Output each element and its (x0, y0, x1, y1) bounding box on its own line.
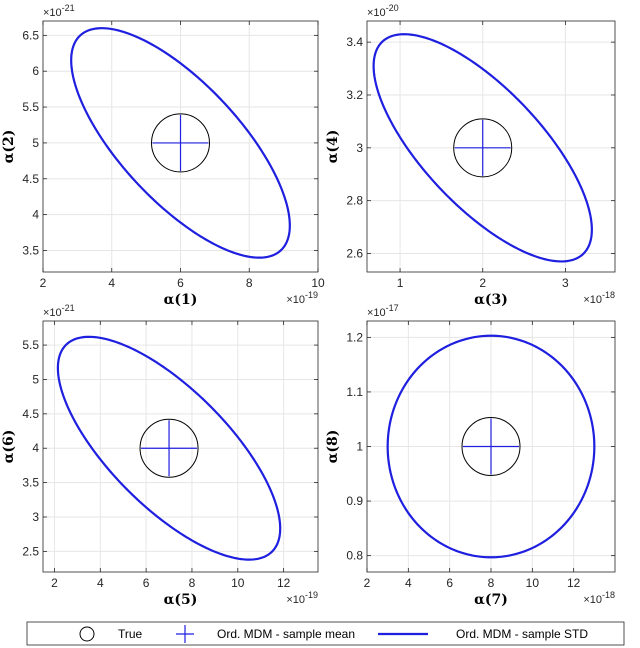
y-axis-label: α(2) (1, 130, 17, 164)
x-tick-label: 6 (143, 576, 150, 590)
y-tick-label: 3 (356, 141, 363, 155)
x-tick-label: 2 (40, 276, 47, 290)
y-axis-label: α(6) (1, 430, 17, 464)
x-exponent-label: ×10-18 (583, 290, 615, 306)
x-tick-label: 12 (567, 576, 581, 590)
y-tick-label: 6.5 (22, 28, 39, 42)
x-tick-label: 1 (397, 276, 404, 290)
legend-label-mean: Ord. MDM - sample mean (217, 627, 355, 641)
y-tick-label: 4 (32, 208, 39, 222)
x-tick-label: 4 (97, 576, 104, 590)
x-tick-label: 2 (479, 276, 486, 290)
y-tick-label: 1.2 (346, 330, 363, 344)
y-tick-label: 4.5 (22, 172, 39, 186)
x-tick-label: 10 (311, 276, 325, 290)
y-tick-label: 3.2 (346, 88, 363, 102)
sample-std-ellipse (56, 335, 282, 561)
x-exponent-label: ×10-19 (286, 290, 318, 306)
true-value-marker (461, 417, 521, 476)
y-tick-label: 4.5 (22, 407, 39, 421)
y-tick-label: 2.5 (22, 544, 39, 558)
x-tick-label: 10 (231, 576, 245, 590)
y-tick-label: 5 (32, 136, 39, 150)
x-tick-label: 10 (526, 576, 540, 590)
x-tick-label: 2 (364, 576, 371, 590)
x-exponent-label: ×10-18 (583, 590, 615, 606)
legend: True Ord. MDM - sample mean Ord. MDM - sam… (26, 621, 625, 646)
x-tick-label: 8 (246, 276, 253, 290)
y-tick-label: 0.8 (346, 549, 363, 563)
x-axis-label: α(3) (474, 292, 508, 308)
legend-box (26, 621, 625, 646)
y-axis-label: α(4) (325, 130, 341, 164)
legend-label-std: Ord. MDM - sample STD (456, 627, 588, 641)
y-exponent-label: ×10-20 (367, 3, 399, 19)
x-axis-label: α(7) (474, 592, 508, 608)
y-tick-label: 2.8 (346, 194, 363, 208)
x-tick-label: 4 (108, 276, 115, 290)
y-axis-label: α(8) (325, 430, 341, 464)
true-value-marker (151, 113, 210, 173)
y-exponent-label: ×10-17 (367, 303, 399, 319)
y-tick-label: 5 (32, 372, 39, 386)
y-tick-label: 6 (32, 64, 39, 78)
y-tick-label: 3.4 (346, 35, 363, 49)
y-tick-label: 3.5 (22, 476, 39, 490)
true-value-marker (139, 418, 199, 478)
y-tick-label: 3.5 (22, 243, 39, 257)
true-value-marker (453, 118, 513, 178)
y-exponent-label: ×10-21 (43, 303, 75, 319)
y-exponent-label: ×10-21 (43, 3, 75, 19)
sample-std-ellipse (372, 33, 593, 263)
subplot-2: 1 2 3 2.6 2.8 3 3.2 3.4 ×10-20 ×10-18 α(3) α(4) (325, 3, 616, 308)
sample-std-ellipse (70, 27, 291, 259)
axes-frame (42, 320, 319, 573)
x-exponent-label: ×10-19 (286, 590, 318, 606)
y-tick-label: 5.5 (22, 100, 39, 114)
sample-std-ellipse (386, 334, 596, 559)
x-tick-label: 6 (177, 276, 184, 290)
subplot-3: 2 4 6 8 10 12 2.5 3 3.5 4 4.5 5 5.5 ×10-21 ×10-19 α(5) α… (1, 303, 319, 608)
x-tick-label: 4 (405, 576, 412, 590)
x-tick-label: 8 (488, 576, 495, 590)
y-tick-label: 3 (32, 510, 39, 524)
y-tick-label: 4 (32, 441, 39, 455)
x-tick-label: 3 (562, 276, 569, 290)
subplot-4: 2 4 6 8 10 12 0.8 0.9 1 1.1 1.2 ×10-17 ×10-18 α(7) α(8… (325, 303, 616, 608)
x-tick-label: 12 (277, 576, 291, 590)
axes-frame (366, 20, 616, 273)
y-tick-label: 0.9 (346, 494, 363, 508)
x-tick-label: 6 (446, 576, 453, 590)
y-tick-label: 5.5 (22, 338, 39, 352)
y-tick-label: 1 (356, 440, 363, 454)
y-tick-label: 2.6 (346, 247, 363, 261)
y-tick-label: 1.1 (346, 385, 363, 399)
x-axis-label: α(5) (164, 592, 198, 608)
x-tick-label: 8 (189, 576, 196, 590)
subplot-1: 2 4 6 8 10 3.5 4 4.5 5 5.5 6 6.5 ×10-21 ×10-19 α(1) α(2… (1, 3, 325, 308)
x-tick-label: 2 (51, 576, 58, 590)
legend-circle-icon (79, 626, 95, 642)
legend-label-true: True (118, 627, 143, 641)
x-axis-label: α(1) (164, 292, 198, 308)
